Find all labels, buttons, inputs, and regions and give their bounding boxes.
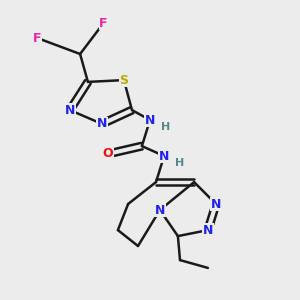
Text: H: H	[176, 158, 184, 168]
Text: N: N	[97, 117, 107, 130]
Text: N: N	[155, 203, 165, 217]
Text: H: H	[161, 122, 170, 132]
Text: N: N	[203, 224, 213, 237]
Text: S: S	[119, 74, 128, 87]
Text: O: O	[103, 147, 113, 161]
Text: N: N	[211, 197, 221, 211]
Text: N: N	[145, 113, 155, 127]
Text: N: N	[65, 103, 75, 117]
Text: N: N	[159, 149, 169, 163]
Text: F: F	[99, 16, 108, 30]
Text: F: F	[33, 32, 42, 45]
